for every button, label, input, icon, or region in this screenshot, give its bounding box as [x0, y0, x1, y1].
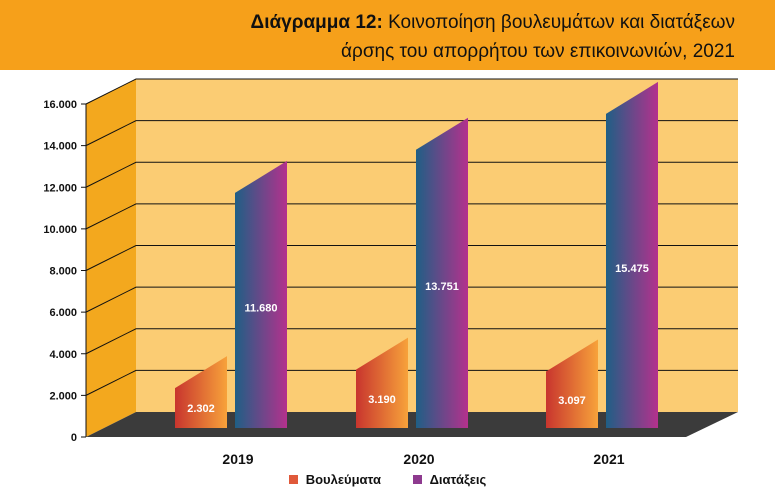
y-tick-label: 4.000 [49, 349, 77, 361]
data-label: 3.097 [558, 395, 586, 407]
bar-series1 [356, 337, 408, 428]
data-label: 15.475 [615, 263, 649, 275]
legend-label-series2: Διατάξεις [429, 472, 487, 487]
y-tick-label: 12.000 [43, 182, 77, 194]
data-label: 3.190 [368, 394, 396, 406]
y-tick-label: 8.000 [49, 266, 77, 278]
gridline [85, 369, 738, 396]
gridline [85, 203, 738, 230]
data-label: 13.751 [425, 281, 459, 293]
legend-item-series2: Διατάξεις [412, 472, 487, 487]
gridline [85, 161, 738, 188]
chart-title-line2: άρσης του απορρήτου των επικοινωνιών, 20… [341, 41, 735, 62]
bar-series2 [606, 81, 658, 428]
y-tick-label: 16.000 [43, 99, 77, 111]
legend-swatch-series1 [288, 475, 298, 485]
legend: Βουλεύματα Διατάξεις [0, 472, 775, 487]
bar-series2 [416, 117, 468, 428]
x-tick-label: 2020 [403, 451, 434, 467]
gridline [85, 328, 738, 355]
bar-series2 [235, 160, 287, 428]
gridline [85, 78, 738, 105]
y-tick-label: 10.000 [43, 224, 77, 236]
y-tick-label: 2.000 [49, 390, 77, 402]
legend-item-series1: Βουλεύματα [288, 472, 381, 487]
y-tick-label: 14.000 [43, 141, 77, 153]
y-tick-label: 0 [71, 432, 77, 444]
gridline [85, 120, 738, 147]
bar-series1 [546, 339, 598, 428]
chart-title-number: Διάγραμμα 12: [250, 12, 383, 33]
legend-swatch-series2 [412, 475, 422, 485]
legend-label-series1: Βουλεύματα [305, 472, 381, 487]
chart-title-line1: Διάγραμμα 12: Κοινοποίηση βουλευμάτων κα… [251, 12, 735, 34]
y-tick-label: 6.000 [49, 307, 77, 319]
data-label: 11.680 [244, 302, 277, 314]
gridline [85, 286, 738, 313]
gridline [85, 245, 738, 271]
x-tick-label: 2019 [222, 451, 253, 467]
chart-title-text: Κοινοποίηση βουλευμάτων και διατάξεων [382, 12, 735, 33]
data-label: 2.302 [187, 403, 215, 415]
title-banner [0, 0, 775, 70]
x-tick-label: 2021 [593, 451, 624, 467]
bar-series1 [175, 356, 227, 428]
